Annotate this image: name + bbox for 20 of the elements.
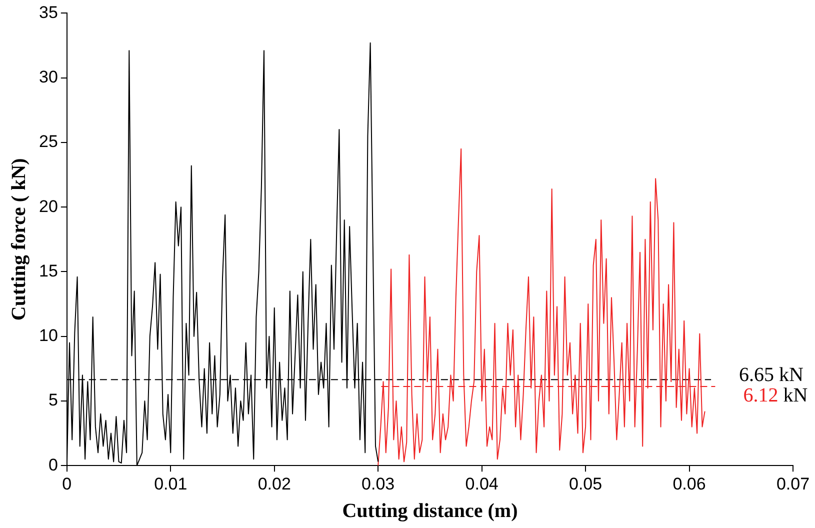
x-tick-label: 0.03 xyxy=(362,474,395,494)
x-tick-label: 0.04 xyxy=(465,474,498,494)
x-tick-label: 0.02 xyxy=(258,474,291,494)
x-tick-label: 0.06 xyxy=(672,474,706,494)
y-axis-title: Cutting force ( kN) xyxy=(8,158,30,321)
y-tick-label: 20 xyxy=(38,196,58,216)
series-label: 6.12 kN xyxy=(743,384,808,407)
y-tick-label: 0 xyxy=(48,455,58,474)
x-tick-label: 0 xyxy=(62,474,72,494)
x-tick-label: 0.07 xyxy=(776,474,810,494)
y-tick-label: 35 xyxy=(38,2,58,22)
y-tick-label: 15 xyxy=(38,261,58,280)
y-tick-label: 25 xyxy=(38,132,58,152)
x-tick-label: 0.01 xyxy=(154,474,188,494)
y-tick-label: 30 xyxy=(38,68,58,87)
y-tick-label: 5 xyxy=(48,390,58,410)
y-tick-label: 10 xyxy=(38,326,58,346)
x-tick-label: 0.05 xyxy=(569,474,602,494)
x-axis-title: Cutting distance (m) xyxy=(342,500,518,522)
series-label: 6.65 kN xyxy=(739,364,804,386)
